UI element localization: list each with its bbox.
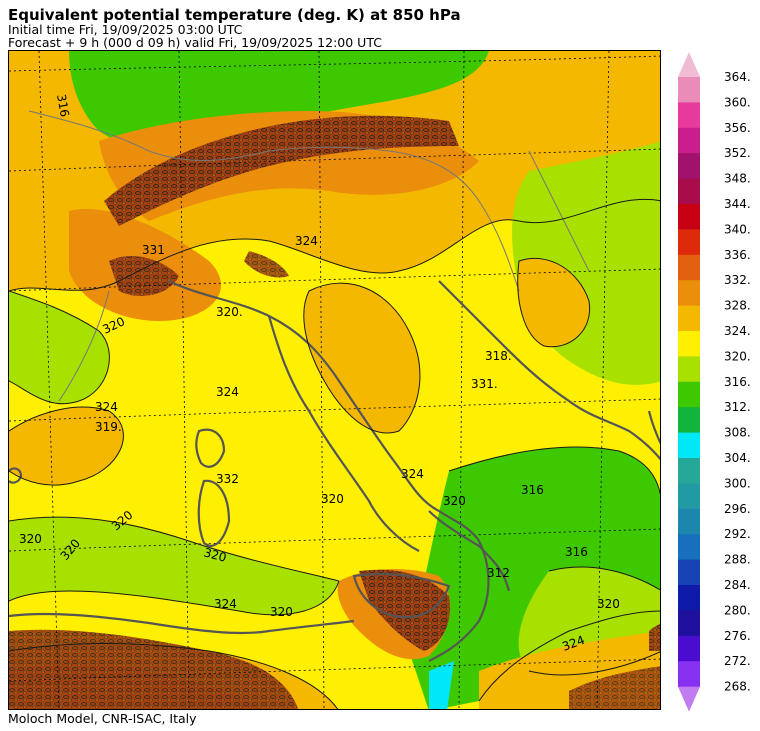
colorbar-tick-label: 348.	[724, 172, 751, 186]
colorbar-tick-label: 320.	[724, 349, 751, 363]
colorbar-tick-label: 344.	[724, 197, 751, 211]
contour-label: 316	[54, 93, 72, 118]
colorbar-bins	[678, 52, 700, 712]
contour-label: 320	[202, 545, 228, 564]
colorbar-tick-label: 364.	[724, 70, 751, 84]
colorbar-labels: 364. 360. 356. 352. 348. 344. 340. 336. 332. 328.…	[724, 70, 751, 694]
colorbar-tick-label: 296.	[724, 502, 751, 516]
colorbar-bin	[678, 77, 700, 103]
contour-label: 324	[214, 597, 237, 611]
colorbar-bin	[678, 381, 700, 408]
colorbar-bin	[678, 432, 700, 459]
colorbar-bin	[678, 483, 700, 510]
colorbar-tick-label: 332.	[724, 273, 751, 287]
contour-label: 320	[443, 494, 466, 508]
contour-label: 332	[216, 472, 239, 486]
colorbar-svg: 364. 360. 356. 352. 348. 344. 340. 336. 332. 328.…	[678, 52, 751, 712]
contour-label: 319.	[95, 420, 122, 434]
colorbar-bin	[678, 534, 700, 561]
colorbar-bin	[678, 458, 700, 484]
contour-label: 331	[142, 243, 165, 257]
colorbar-bin	[678, 635, 700, 662]
contour-label: 320	[321, 492, 344, 506]
colorbar-bottom-arrow	[678, 686, 700, 712]
terrain-relief	[9, 115, 660, 709]
colorbar-tick-label: 324.	[724, 324, 751, 338]
initial-time-label: Initial time Fri, 19/09/2025 03:00 UTC	[8, 22, 243, 37]
graticule	[9, 51, 660, 709]
contour-label: 312	[487, 566, 510, 580]
contour-label: 320	[270, 605, 293, 619]
colorbar-bin	[678, 102, 700, 129]
colorbar-bin	[678, 178, 700, 205]
contour-label: 324	[401, 467, 424, 481]
borders	[28, 110, 590, 402]
colorbar-tick-label: 300.	[724, 476, 751, 490]
map-title: Equivalent potential temperature (deg. K…	[8, 6, 461, 24]
colorbar-tick-label: 280.	[724, 603, 751, 617]
contour-label: 324	[216, 385, 239, 399]
field-se-green	[409, 447, 660, 709]
field-apennine-orange	[303, 283, 420, 433]
colorbar-bin	[678, 331, 700, 357]
field-sw-green	[9, 517, 339, 615]
colorbar-bin	[678, 254, 700, 281]
colorbar-tick-label: 356.	[724, 121, 751, 135]
colorbar-bin	[678, 127, 700, 154]
colorbar-bin	[678, 508, 700, 535]
field-west-green	[9, 291, 110, 404]
contour-label: 324	[295, 234, 318, 248]
colorbar-bin	[678, 204, 700, 230]
colorbar-bin	[678, 407, 700, 434]
contour-label: 331.	[471, 377, 498, 391]
colorbar-bin	[678, 585, 700, 611]
colorbar-tick-label: 340.	[724, 222, 751, 236]
colorbar-tick-label: 292.	[724, 527, 751, 541]
contour-label: 316	[565, 545, 588, 559]
colorbar-bin	[678, 356, 700, 383]
colorbar-bin	[678, 305, 700, 332]
colorbar-tick-label: 360.	[724, 95, 751, 109]
colorbar-tick-label: 276.	[724, 629, 751, 643]
colorbar-tick-label: 288.	[724, 553, 751, 567]
colorbar-bin	[678, 153, 700, 180]
forecast-valid-label: Forecast + 9 h (000 d 09 h) valid Fri, 1…	[8, 35, 382, 50]
colorbar-tick-label: 272.	[724, 654, 751, 668]
contour-label: 324	[95, 400, 118, 414]
colorbar-bin	[678, 229, 700, 256]
colorbar-tick-label: 284.	[724, 578, 751, 592]
colorbar-tick-label: 268.	[724, 680, 751, 694]
field-balkan-orange	[517, 258, 590, 347]
colorbar-tick-label: 304.	[724, 451, 751, 465]
colorbar-bin	[678, 559, 700, 586]
coastlines	[9, 280, 660, 662]
colorbar-bin	[678, 661, 700, 688]
colorbar-tick-label: 312.	[724, 400, 751, 414]
field-west-orange	[9, 407, 124, 486]
contour-label: 318.	[485, 349, 512, 363]
colorbar-top-arrow	[678, 52, 700, 77]
contour-label: 320	[597, 597, 620, 611]
colorbar-tick-label: 308.	[724, 426, 751, 440]
contour-lines	[9, 199, 660, 709]
field-cool-strip	[429, 661, 454, 709]
contour-label: 316	[521, 483, 544, 497]
contour-label: 320	[19, 532, 42, 546]
colorbar-tick-label: 352.	[724, 146, 751, 160]
colorbar-tick-label: 328.	[724, 299, 751, 313]
colorbar-legend: 364. 360. 356. 352. 348. 344. 340. 336. 332. 328.…	[678, 50, 758, 715]
colorbar-tick-label: 316.	[724, 375, 751, 389]
colorbar-bin	[678, 280, 700, 307]
model-credit: Moloch Model, CNR-ISAC, Italy	[8, 711, 197, 726]
theta-e-map: 316 331 324 320 320. 324 319. 324 332 32…	[8, 50, 661, 710]
contour-label: 320.	[216, 305, 243, 319]
colorbar-tick-label: 336.	[724, 248, 751, 262]
colorbar-bin	[678, 610, 700, 637]
